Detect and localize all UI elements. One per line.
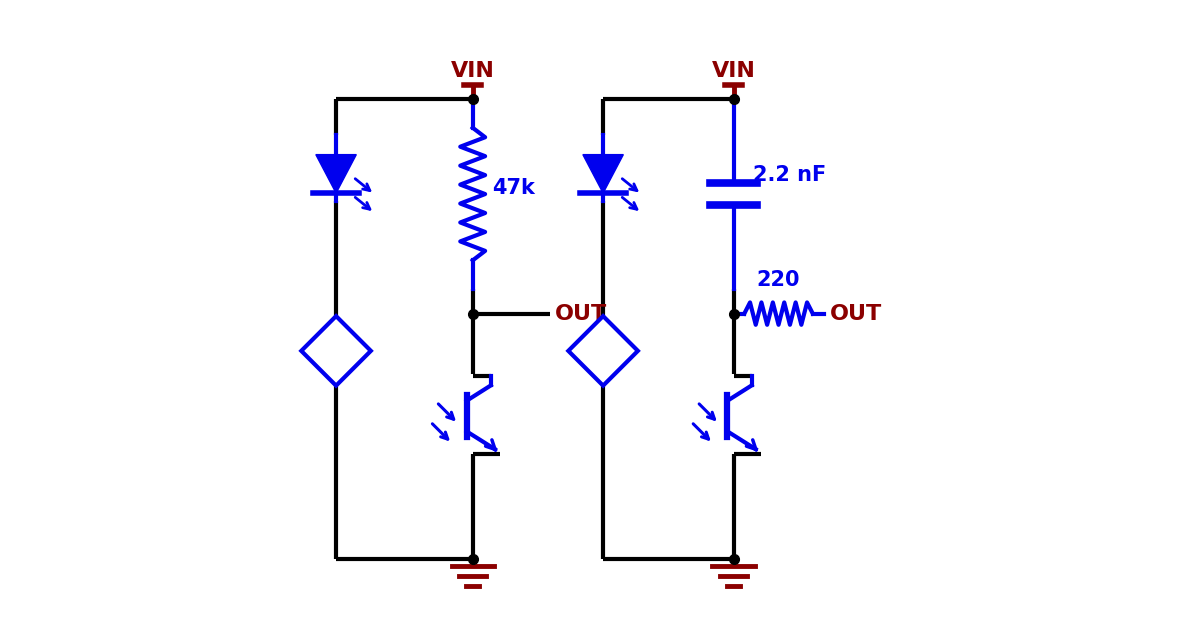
Polygon shape (583, 155, 623, 193)
Text: 220: 220 (756, 270, 800, 290)
Text: VIN: VIN (451, 61, 494, 81)
Text: 2.2 nF: 2.2 nF (754, 165, 827, 186)
Polygon shape (301, 316, 371, 386)
Text: OUT: OUT (829, 304, 882, 324)
Polygon shape (316, 155, 356, 193)
Polygon shape (569, 316, 638, 386)
Text: 47k: 47k (492, 178, 535, 198)
Text: VIN: VIN (712, 61, 756, 81)
Text: OUT: OUT (556, 304, 607, 324)
